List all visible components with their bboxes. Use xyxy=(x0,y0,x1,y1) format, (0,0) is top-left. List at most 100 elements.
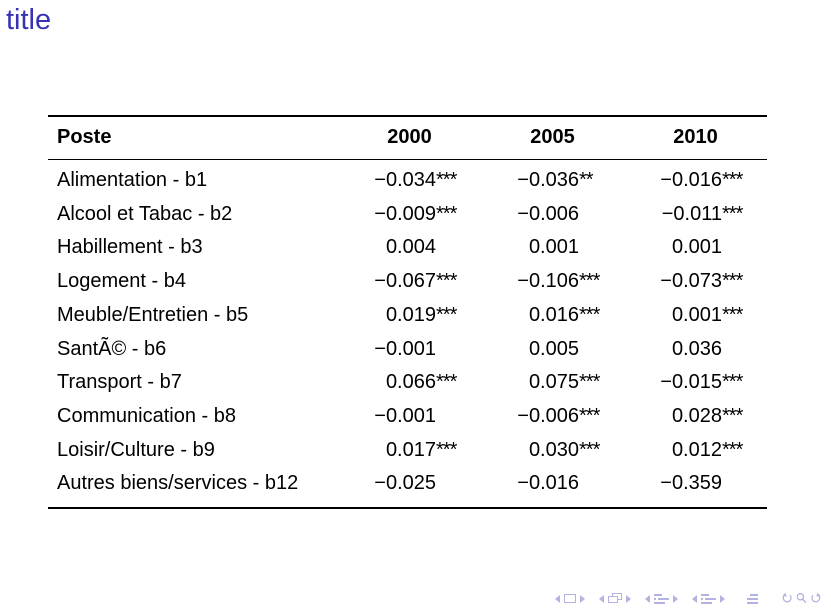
frame-icon[interactable] xyxy=(608,593,622,604)
cell-value: −0.011 xyxy=(661,202,722,225)
cell-stars: *** xyxy=(722,371,743,394)
cell: −0.006*** xyxy=(481,400,624,434)
cell-value: 0.019 xyxy=(385,303,436,326)
cell: −0.034*** xyxy=(338,160,481,198)
cell-stars: *** xyxy=(722,169,743,191)
coefficients-table: Poste 2000 2005 2010 Alimentation - b1 −… xyxy=(48,115,767,510)
cell-value: −0.016 xyxy=(517,472,579,495)
cell-stars: *** xyxy=(436,202,457,225)
cell: −0.025 xyxy=(338,467,481,508)
presentation-icon[interactable] xyxy=(747,593,758,604)
cell: −0.036** xyxy=(481,160,624,198)
cell-value: −0.025 xyxy=(374,472,436,495)
cell-value: 0.012 xyxy=(671,438,722,461)
search-icon[interactable] xyxy=(795,592,808,605)
cell: −0.001 xyxy=(338,333,481,367)
cell-value: −0.015 xyxy=(660,371,722,394)
cell-value: 0.036 xyxy=(671,337,722,360)
cell: −0.067*** xyxy=(338,265,481,299)
col-header-poste: Poste xyxy=(48,116,338,160)
prev-slide-icon[interactable] xyxy=(555,594,560,603)
row-label: Habillement - b3 xyxy=(57,236,203,259)
cell: 0.030*** xyxy=(481,434,624,468)
slide-title: title xyxy=(6,4,52,36)
row-label: Logement - b4 xyxy=(57,270,186,293)
cell-value: −0.106 xyxy=(517,270,579,293)
table-row: Alimentation - b1 −0.034*** −0.036** −0.… xyxy=(48,160,767,198)
cell-stars: *** xyxy=(722,303,743,326)
cell: −0.073*** xyxy=(624,265,767,299)
row-label: Alimentation - b1 xyxy=(57,169,208,191)
table-row: Loisir/Culture - b9 0.017*** 0.030*** 0.… xyxy=(48,434,767,468)
cell: 0.012*** xyxy=(624,434,767,468)
prev-subsection-icon[interactable] xyxy=(645,594,650,603)
cell-value: 0.066 xyxy=(385,371,436,394)
table: Poste 2000 2005 2010 Alimentation - b1 −… xyxy=(48,115,767,510)
cell-stars: *** xyxy=(436,371,457,394)
cell-value: −0.036 xyxy=(517,169,579,191)
cell-value: −0.034 xyxy=(374,169,436,191)
forward-icon[interactable] xyxy=(810,592,823,605)
cell-value: 0.001 xyxy=(671,236,722,259)
cell-value: −0.016 xyxy=(660,169,722,191)
cell: 0.001 xyxy=(481,231,624,265)
cell: −0.016*** xyxy=(624,160,767,198)
cell: 0.017*** xyxy=(338,434,481,468)
cell: 0.066*** xyxy=(338,366,481,400)
cell-value: 0.075 xyxy=(528,371,579,394)
cell-stars: *** xyxy=(722,404,743,427)
cell-value: 0.005 xyxy=(528,337,579,360)
cell-stars: *** xyxy=(579,371,600,394)
cell-stars: *** xyxy=(579,303,600,326)
cell: −0.359 xyxy=(624,467,767,508)
table-row: SantÃ© - b6 −0.001 0.005 0.036 xyxy=(48,333,767,367)
cell-value: 0.016 xyxy=(528,303,579,326)
header-row: Poste 2000 2005 2010 xyxy=(48,116,767,160)
cell-value: −0.001 xyxy=(374,337,436,360)
slide-icon[interactable] xyxy=(564,594,576,603)
back-icon[interactable] xyxy=(780,592,793,605)
cell-value: −0.073 xyxy=(660,270,722,293)
cell-value: 0.028 xyxy=(671,404,722,427)
next-frame-icon[interactable] xyxy=(626,594,631,603)
cell: −0.009*** xyxy=(338,198,481,232)
next-slide-icon[interactable] xyxy=(580,594,585,603)
table-row: Alcool et Tabac - b2 −0.009*** −0.006 −0… xyxy=(48,198,767,232)
table-row: Transport - b7 0.066*** 0.075*** −0.015*… xyxy=(48,366,767,400)
col-header-2000: 2000 xyxy=(338,116,481,160)
cell: 0.001*** xyxy=(624,299,767,333)
cell-value: −0.009 xyxy=(374,202,436,225)
cell-value: −0.359 xyxy=(660,472,722,495)
table-row: Communication - b8 −0.001 −0.006*** 0.02… xyxy=(48,400,767,434)
cell: 0.036 xyxy=(624,333,767,367)
cell-value: 0.030 xyxy=(528,438,579,461)
section-icon[interactable] xyxy=(701,593,716,604)
row-label: SantÃ© - b6 xyxy=(57,337,167,360)
cell: −0.011*** xyxy=(624,198,767,232)
cell: −0.015*** xyxy=(624,366,767,400)
cell-stars: *** xyxy=(436,169,457,191)
row-label: Transport - b7 xyxy=(57,371,182,394)
cell-value: −0.006 xyxy=(517,404,579,427)
cell-value: 0.017 xyxy=(385,438,436,461)
subsection-icon[interactable] xyxy=(654,593,669,604)
prev-section-icon[interactable] xyxy=(692,594,697,603)
cell-stars: *** xyxy=(436,303,457,326)
col-header-2010: 2010 xyxy=(624,116,767,160)
cell: 0.016*** xyxy=(481,299,624,333)
cell-stars: *** xyxy=(436,438,457,461)
next-subsection-icon[interactable] xyxy=(673,594,678,603)
cell-stars: *** xyxy=(722,438,743,461)
cell: −0.001 xyxy=(338,400,481,434)
prev-frame-icon[interactable] xyxy=(599,594,604,603)
row-label: Loisir/Culture - b9 xyxy=(57,438,215,461)
table-row: Logement - b4 −0.067*** −0.106 *** −0.073… xyxy=(48,265,767,299)
cell-stars: *** xyxy=(722,202,743,225)
next-section-icon[interactable] xyxy=(720,594,725,603)
cell: 0.075*** xyxy=(481,366,624,400)
cell: 0.028*** xyxy=(624,400,767,434)
cell-stars: *** xyxy=(722,270,743,293)
cell-stars: *** xyxy=(579,438,600,461)
cell-value: −0.006 xyxy=(517,202,579,225)
